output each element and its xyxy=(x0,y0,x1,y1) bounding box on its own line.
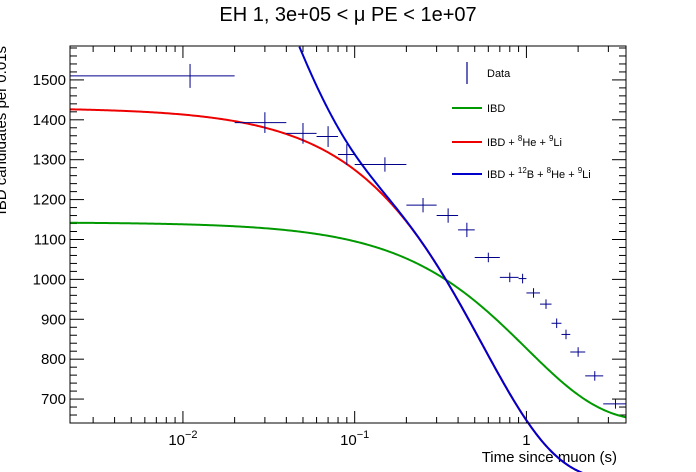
legend-item: IBD + 8He + 9Li xyxy=(452,134,562,149)
y-tick-label: 900 xyxy=(41,311,66,328)
legend-label-superscript: 8 xyxy=(518,134,523,143)
chart-title: EH 1, 3e+05 < μ PE < 1e+07 xyxy=(219,4,476,26)
data-point xyxy=(70,63,235,88)
legend-label-part: Li xyxy=(553,137,562,149)
legend-label-part: He + xyxy=(522,137,549,149)
legend-label-part: He + xyxy=(551,169,578,181)
legend-label: IBD + 8He + 9Li xyxy=(487,134,562,149)
ibd-b-he-li-curve xyxy=(298,46,583,472)
x-tick-exponent: −2 xyxy=(185,429,198,441)
data-point xyxy=(551,318,562,329)
data-point xyxy=(526,288,541,298)
data-point xyxy=(570,347,586,357)
fit-curves xyxy=(69,46,627,472)
legend-label-part: B + xyxy=(527,169,547,181)
axis-ticks: 10−2 10−1 1 700 800 900 1000 1100 1200 1300 1400 15… xyxy=(33,46,626,449)
y-tick-label: 1400 xyxy=(33,112,66,129)
data-point xyxy=(338,144,355,165)
data-point xyxy=(474,252,500,263)
data-point xyxy=(406,197,437,213)
y-tick-label: 1000 xyxy=(33,271,66,288)
y-tick-label: 700 xyxy=(41,391,66,408)
legend-label-superscript: 12 xyxy=(518,166,527,175)
legend-label-superscript: 9 xyxy=(549,134,554,143)
data-point xyxy=(499,272,519,283)
y-tick-label: 1500 xyxy=(33,72,66,89)
legend-label: IBD xyxy=(487,103,505,115)
data-point xyxy=(286,122,317,144)
data-point xyxy=(458,222,475,238)
y-tick-label: 1300 xyxy=(33,152,66,169)
legend-label-part: Li xyxy=(582,169,591,181)
x-axis-label: Time since muon (s) xyxy=(482,449,617,466)
data-point xyxy=(603,399,626,409)
data-point xyxy=(585,371,604,381)
y-tick-label: 1100 xyxy=(34,231,66,248)
legend-item: IBD + 12B + 8He + 9Li xyxy=(452,166,591,181)
y-tick-label: 800 xyxy=(41,351,66,368)
data-point xyxy=(234,112,287,133)
data-point xyxy=(561,329,571,340)
data-point xyxy=(518,273,527,284)
data-point xyxy=(316,126,339,147)
y-tick-label: 1200 xyxy=(33,192,66,209)
ibd-he-li-curve xyxy=(69,108,583,472)
y-axis-label: IBD candidates per 0.01s xyxy=(0,46,10,214)
x-tick-label: 1 xyxy=(522,432,530,449)
x-tick-label: 10−1 xyxy=(340,429,369,449)
legend-item: Data xyxy=(466,62,511,84)
plot-frame xyxy=(69,45,627,424)
ibd-curve xyxy=(69,221,627,419)
legend-label-part: IBD + xyxy=(487,137,518,149)
x-tick-exponent: −1 xyxy=(357,429,370,441)
data-point xyxy=(540,299,552,309)
x-tick-label: 10−2 xyxy=(168,429,197,449)
legend-label-superscript: 8 xyxy=(547,166,552,175)
legend-label: Data xyxy=(487,68,511,80)
legend-item: IBD xyxy=(452,103,505,115)
data-points xyxy=(70,63,626,409)
legend-label-superscript: 9 xyxy=(578,166,583,175)
legend-label: IBD + 12B + 8He + 9Li xyxy=(487,166,591,181)
data-point xyxy=(354,157,407,172)
legend-label-part: IBD + xyxy=(487,169,518,181)
data-point xyxy=(436,208,459,223)
